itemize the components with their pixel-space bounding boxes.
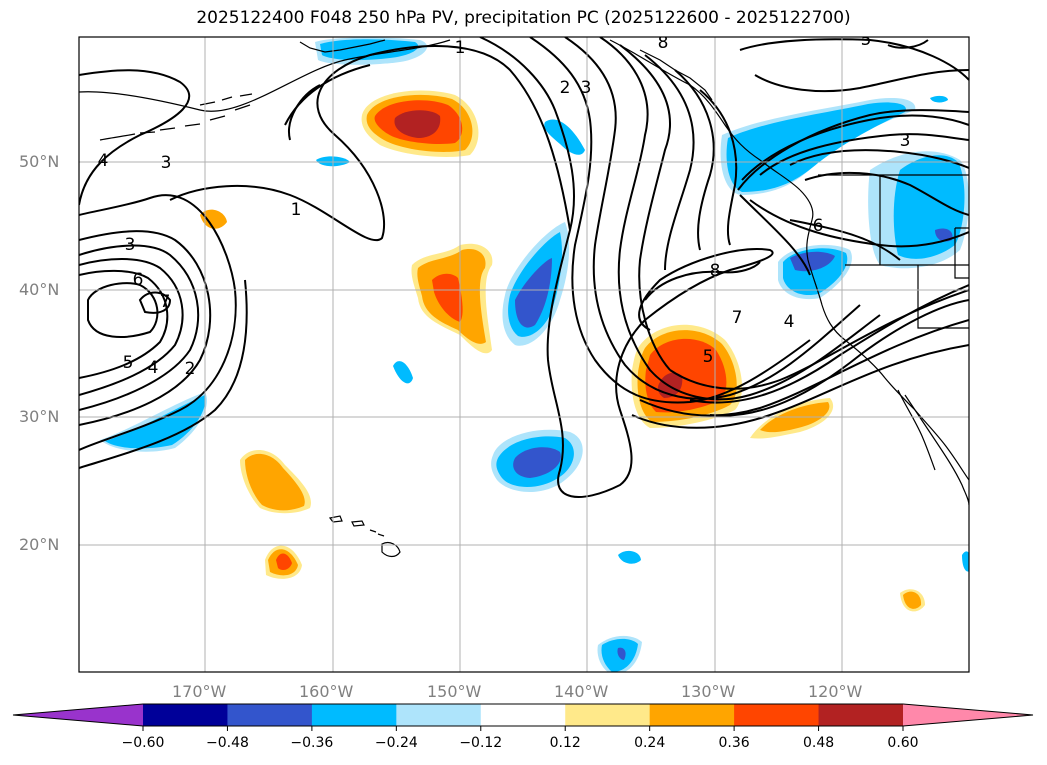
colorbar-segment [396, 704, 482, 726]
contour-label-1: 1 [455, 38, 466, 58]
colorbar-tick-label: 0.48 [802, 735, 835, 751]
contour-label-4: 4 [98, 151, 109, 171]
contour-label-5: 5 [861, 30, 872, 50]
lat-label-40n: 40°N [19, 280, 60, 299]
lat-label-50n: 50°N [19, 152, 60, 171]
contour-labels: 1 8 5 2 3 4 3 1 3 6 3 8 6 7 7 4 5 5 4 2 [98, 30, 911, 379]
colorbar-extend-max [903, 704, 1033, 726]
contour-label-6: 6 [813, 216, 824, 236]
colorbar-tick-label: −0.60 [121, 735, 165, 751]
contour-label-3: 3 [900, 131, 911, 151]
map-title: 2025122400 F048 250 hPa PV, precipitatio… [196, 8, 851, 28]
gridlines [79, 37, 969, 672]
contour-label-7: 7 [160, 292, 171, 312]
lat-label-20n: 20°N [19, 535, 60, 554]
contour-label-5: 5 [123, 353, 134, 373]
pv-contours [79, 37, 969, 498]
lon-label-140w: 140°W [554, 682, 609, 701]
colorbar-tick-label: −0.12 [459, 735, 503, 751]
map-frame [78, 36, 970, 673]
colorbar-segment [480, 704, 566, 726]
contour-label-5: 5 [703, 347, 714, 367]
contour-label-3: 3 [125, 235, 136, 255]
colorbar-tick-label: −0.24 [374, 735, 418, 751]
lon-label-120w: 120°W [808, 682, 863, 701]
contour-label-1: 1 [291, 200, 302, 220]
contour-label-6: 6 [133, 270, 144, 290]
colorbar-extend-min [13, 704, 143, 726]
contour-label-3: 3 [581, 78, 592, 98]
colorbar-segment [649, 704, 735, 726]
colorbar-tick-label: −0.36 [290, 735, 334, 751]
coastlines [79, 39, 969, 558]
contour-label-2: 2 [560, 78, 571, 98]
colorbar-tick-label: 0.12 [549, 735, 581, 751]
colorbar-tick-label: 0.36 [718, 735, 750, 751]
contour-label-4: 4 [784, 312, 795, 332]
colorbar-segment [818, 704, 904, 726]
colorbar-segment [311, 704, 397, 726]
lon-label-170w: 170°W [172, 682, 227, 701]
contour-label-7: 7 [732, 308, 743, 328]
lon-label-160w: 160°W [299, 682, 354, 701]
contour-label-4: 4 [148, 358, 159, 378]
colorbar-tick-label: 0.24 [634, 735, 666, 751]
contour-label-8: 8 [658, 33, 669, 53]
lon-label-150w: 150°W [427, 682, 482, 701]
colorbar-segment [227, 704, 313, 726]
colorbar-tick-label: 0.60 [887, 735, 919, 751]
colorbar-segment [143, 704, 228, 726]
contour-label-2: 2 [185, 359, 196, 379]
colorbar [12, 703, 1034, 731]
contour-label-8: 8 [710, 261, 721, 281]
contour-label-3: 3 [161, 153, 172, 173]
colorbar-tick-label: −0.48 [205, 735, 249, 751]
lat-label-30n: 30°N [19, 407, 60, 426]
colorbar-segment [565, 704, 651, 726]
colorbar-segment [734, 704, 820, 726]
lon-label-130w: 130°W [681, 682, 736, 701]
